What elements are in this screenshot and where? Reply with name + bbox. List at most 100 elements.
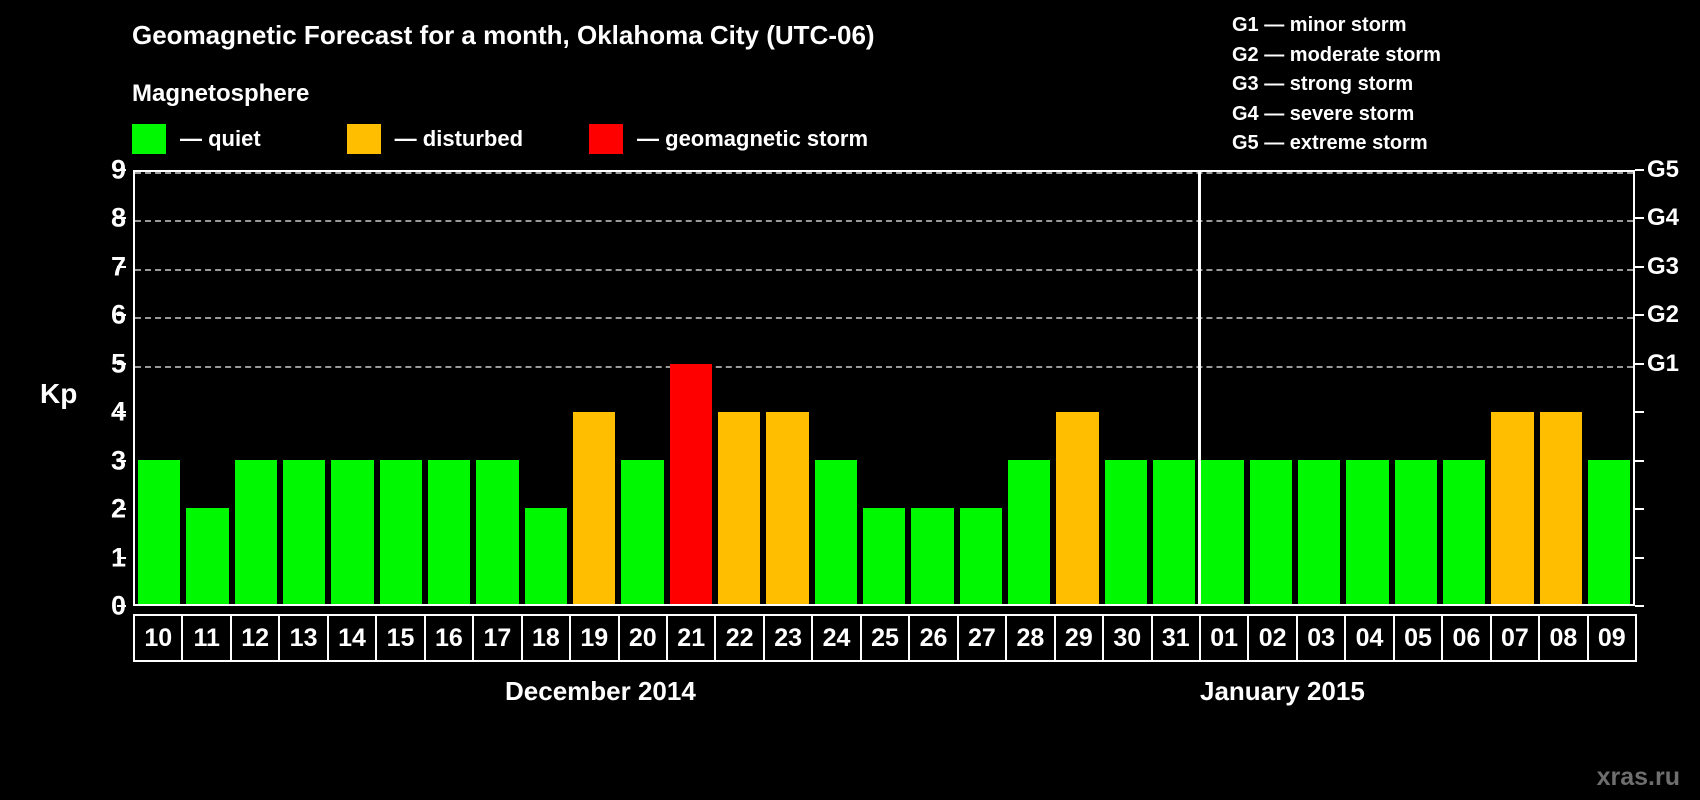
date-cell-24[interactable]: 24 <box>811 614 862 662</box>
bar-slot[interactable] <box>1247 172 1295 604</box>
bar-slot[interactable] <box>1488 172 1536 604</box>
bar-slot[interactable] <box>1295 172 1343 604</box>
bar-slot[interactable] <box>715 172 763 604</box>
bar-20[interactable] <box>621 460 664 604</box>
g-scale-row-4: G4 — severe storm <box>1232 102 1415 125</box>
bar-slot[interactable] <box>618 172 666 604</box>
date-cell-04[interactable]: 04 <box>1344 614 1395 662</box>
bar-12[interactable] <box>234 460 277 604</box>
bar-slot[interactable] <box>135 172 183 604</box>
bar-03[interactable] <box>1297 460 1341 604</box>
bar-slot[interactable] <box>1537 172 1585 604</box>
bar-26[interactable] <box>911 508 954 604</box>
y-tick-mark-2 <box>117 508 126 511</box>
date-cell-10[interactable]: 10 <box>133 614 184 662</box>
bar-07[interactable] <box>1491 412 1534 604</box>
bar-04[interactable] <box>1346 460 1389 604</box>
bar-14[interactable] <box>331 460 374 604</box>
bar-slot[interactable] <box>860 172 908 604</box>
date-cell-21[interactable]: 21 <box>665 614 717 662</box>
bar-08[interactable] <box>1539 412 1582 604</box>
date-cell-08[interactable]: 08 <box>1538 614 1589 662</box>
bar-30[interactable] <box>1104 460 1147 604</box>
bar-10[interactable] <box>138 460 181 604</box>
bar-13[interactable] <box>282 460 326 604</box>
date-cell-15[interactable]: 15 <box>375 614 426 662</box>
bar-slot[interactable] <box>812 172 860 604</box>
gridline-kp-7 <box>135 268 1633 271</box>
bar-slot[interactable] <box>183 172 231 604</box>
date-cell-12[interactable]: 12 <box>229 614 281 662</box>
date-cell-02[interactable]: 02 <box>1247 614 1298 662</box>
bar-05[interactable] <box>1394 460 1437 604</box>
date-cell-31[interactable]: 31 <box>1150 614 1201 662</box>
date-cell-13[interactable]: 13 <box>278 614 329 662</box>
bar-slot[interactable] <box>280 172 328 604</box>
bar-09[interactable] <box>1587 460 1631 604</box>
bar-29[interactable] <box>1056 412 1099 604</box>
bar-17[interactable] <box>476 460 519 604</box>
date-cell-11[interactable]: 11 <box>181 614 232 662</box>
date-cell-19[interactable]: 19 <box>569 614 620 662</box>
bar-18[interactable] <box>524 508 567 604</box>
bar-slot[interactable] <box>1102 172 1150 604</box>
bar-11[interactable] <box>186 508 229 604</box>
bar-slot[interactable] <box>957 172 1005 604</box>
bar-slot[interactable] <box>570 172 618 604</box>
bar-23[interactable] <box>766 412 809 604</box>
bar-slot[interactable] <box>1198 172 1246 604</box>
bar-slot[interactable] <box>1053 172 1101 604</box>
date-cell-18[interactable]: 18 <box>520 614 572 662</box>
date-cell-27[interactable]: 27 <box>956 614 1008 662</box>
bar-slot[interactable] <box>328 172 376 604</box>
bar-21[interactable] <box>669 364 712 604</box>
bar-slot[interactable] <box>377 172 425 604</box>
bar-15[interactable] <box>379 460 422 604</box>
date-cell-03[interactable]: 03 <box>1295 614 1347 662</box>
bar-25[interactable] <box>862 508 906 604</box>
bar-slot[interactable] <box>425 172 473 604</box>
bar-27[interactable] <box>959 508 1002 604</box>
bar-31[interactable] <box>1152 460 1196 604</box>
date-cell-17[interactable]: 17 <box>472 614 523 662</box>
bar-slot[interactable] <box>763 172 811 604</box>
bar-19[interactable] <box>572 412 616 604</box>
date-cell-30[interactable]: 30 <box>1102 614 1153 662</box>
bar-slot[interactable] <box>1150 172 1198 604</box>
bar-02[interactable] <box>1249 460 1292 604</box>
bar-slot[interactable] <box>1005 172 1053 604</box>
date-cell-06[interactable]: 06 <box>1441 614 1492 662</box>
bar-slot[interactable] <box>1392 172 1440 604</box>
date-cell-20[interactable]: 20 <box>617 614 668 662</box>
bar-01[interactable] <box>1201 460 1244 604</box>
bar-slot[interactable] <box>473 172 521 604</box>
date-cell-26[interactable]: 26 <box>908 614 959 662</box>
date-cell-07[interactable]: 07 <box>1489 614 1541 662</box>
bar-slot[interactable] <box>522 172 570 604</box>
date-cell-14[interactable]: 14 <box>326 614 378 662</box>
bar-slot[interactable] <box>667 172 715 604</box>
date-cell-16[interactable]: 16 <box>423 614 475 662</box>
date-cell-01[interactable]: 01 <box>1198 614 1250 662</box>
bar-slot[interactable] <box>1343 172 1391 604</box>
bar-24[interactable] <box>814 460 857 604</box>
legend-item-quiet: — quiet <box>132 124 261 154</box>
bar-slot[interactable] <box>1585 172 1633 604</box>
bar-slot[interactable] <box>232 172 280 604</box>
bar-slot[interactable] <box>908 172 956 604</box>
date-cell-09[interactable]: 09 <box>1586 614 1638 662</box>
bar-16[interactable] <box>427 460 471 604</box>
g-tick-G4: G4 <box>1647 204 1680 232</box>
date-cell-22[interactable]: 22 <box>714 614 765 662</box>
bar-28[interactable] <box>1007 460 1051 604</box>
bar-06[interactable] <box>1442 460 1486 604</box>
date-cell-28[interactable]: 28 <box>1005 614 1056 662</box>
date-cell-05[interactable]: 05 <box>1392 614 1444 662</box>
date-cell-25[interactable]: 25 <box>859 614 911 662</box>
date-cell-23[interactable]: 23 <box>762 614 814 662</box>
legend-item-disturbed: — disturbed <box>346 124 523 154</box>
date-cell-29[interactable]: 29 <box>1053 614 1105 662</box>
bar-slot[interactable] <box>1440 172 1488 604</box>
g-tick-mark-G5 <box>1635 169 1644 171</box>
bar-22[interactable] <box>717 412 761 604</box>
